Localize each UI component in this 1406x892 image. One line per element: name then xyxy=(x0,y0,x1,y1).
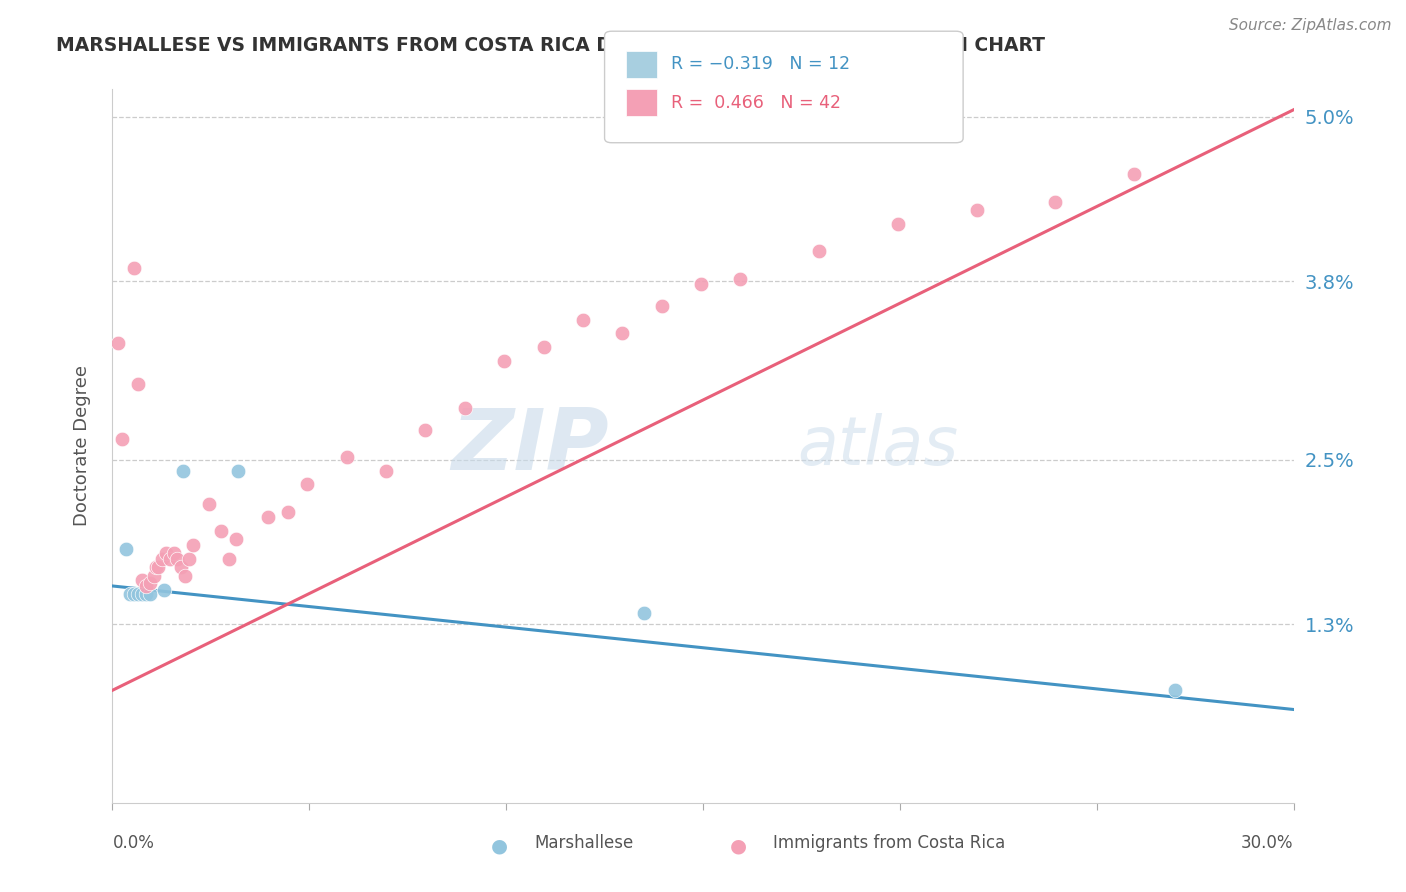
Point xyxy=(159,551,181,566)
Point xyxy=(336,450,359,464)
Point xyxy=(612,326,634,341)
Text: MARSHALLESE VS IMMIGRANTS FROM COSTA RICA DOCTORATE DEGREE CORRELATION CHART: MARSHALLESE VS IMMIGRANTS FROM COSTA RIC… xyxy=(56,36,1045,54)
Point xyxy=(107,336,129,351)
Point xyxy=(162,546,184,560)
Point xyxy=(415,423,437,437)
Point xyxy=(572,312,595,326)
Point xyxy=(808,244,831,259)
Text: Source: ZipAtlas.com: Source: ZipAtlas.com xyxy=(1229,18,1392,33)
Point xyxy=(131,574,153,588)
Point xyxy=(1123,167,1146,181)
Point xyxy=(209,524,232,538)
Point xyxy=(690,277,713,291)
Point xyxy=(198,497,221,511)
Point xyxy=(454,401,477,415)
Text: ●: ● xyxy=(491,837,508,855)
Point xyxy=(170,559,193,574)
Text: ZIP: ZIP xyxy=(451,404,609,488)
Point xyxy=(277,505,299,519)
Point xyxy=(120,587,142,601)
Point xyxy=(179,551,201,566)
Point xyxy=(228,464,250,478)
Point xyxy=(375,464,398,478)
Point xyxy=(181,538,204,552)
Point xyxy=(122,260,145,275)
Point xyxy=(139,576,162,591)
Text: 0.0%: 0.0% xyxy=(112,834,155,852)
Point xyxy=(111,432,134,446)
Point xyxy=(127,377,149,392)
Point xyxy=(152,583,174,598)
Point xyxy=(135,579,157,593)
Point xyxy=(1045,194,1067,209)
Text: atlas: atlas xyxy=(797,413,959,479)
Point xyxy=(166,551,188,566)
Point xyxy=(966,202,988,217)
Point xyxy=(135,587,157,601)
Text: R = −0.319   N = 12: R = −0.319 N = 12 xyxy=(671,55,849,73)
Text: Immigrants from Costa Rica: Immigrants from Costa Rica xyxy=(773,834,1005,852)
Point xyxy=(146,559,169,574)
Text: ●: ● xyxy=(730,837,747,855)
Point xyxy=(633,607,655,621)
Point xyxy=(174,569,197,583)
Point xyxy=(150,551,173,566)
Point xyxy=(122,587,145,601)
Point xyxy=(651,299,673,313)
Point xyxy=(730,271,752,285)
Point xyxy=(142,569,165,583)
Y-axis label: Doctorate Degree: Doctorate Degree xyxy=(73,366,91,526)
Point xyxy=(115,541,138,556)
Point xyxy=(887,217,910,231)
Text: 30.0%: 30.0% xyxy=(1241,834,1294,852)
Point xyxy=(218,551,240,566)
Point xyxy=(139,587,162,601)
Point xyxy=(225,533,247,547)
Point xyxy=(131,587,153,601)
Point xyxy=(145,559,167,574)
Point xyxy=(257,510,280,524)
Point xyxy=(297,477,319,491)
Text: Marshallese: Marshallese xyxy=(534,834,634,852)
Point xyxy=(172,464,194,478)
Point xyxy=(533,340,555,354)
Point xyxy=(494,354,516,368)
Point xyxy=(127,587,149,601)
Text: R =  0.466   N = 42: R = 0.466 N = 42 xyxy=(671,94,841,112)
Point xyxy=(1164,683,1187,698)
Point xyxy=(155,546,177,560)
